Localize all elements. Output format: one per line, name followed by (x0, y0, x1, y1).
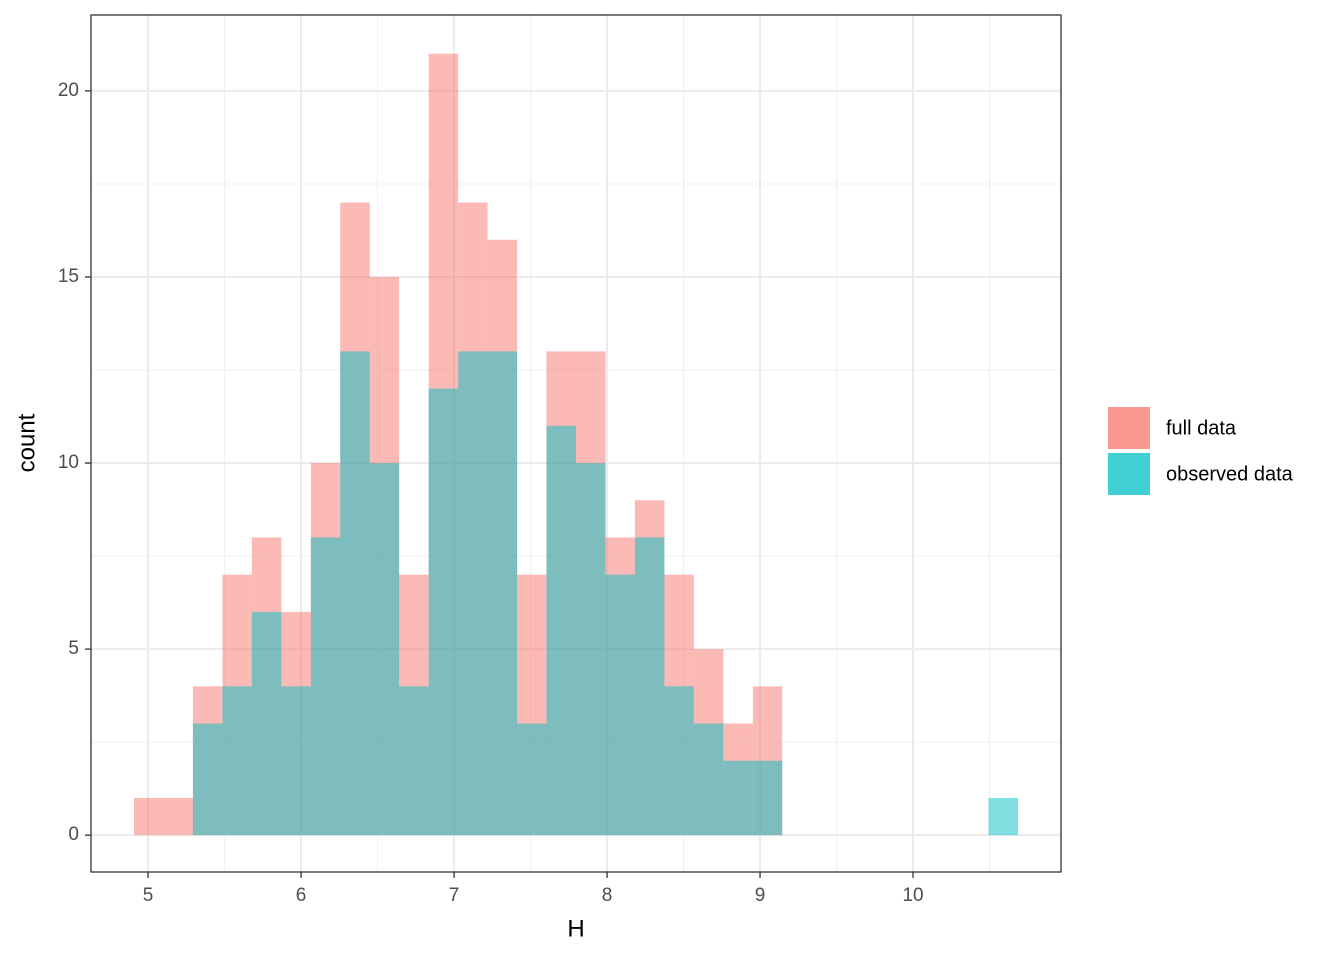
x-tick-label: 9 (755, 885, 766, 906)
legend-key (1108, 407, 1150, 449)
histogram-bar (340, 351, 370, 836)
histogram-bar (310, 537, 341, 836)
histogram-bar (634, 537, 665, 836)
panel-border (90, 14, 1062, 873)
y-tick-label: 10 (58, 452, 79, 473)
histogram-bar (399, 686, 429, 836)
x-tick-label: 10 (902, 885, 923, 906)
histogram-bar (133, 797, 164, 836)
histogram-bar (281, 686, 311, 836)
x-tick-label: 7 (449, 885, 460, 906)
x-tick-label: 5 (143, 885, 154, 906)
histogram-bar (192, 723, 223, 836)
y-axis-title: count (13, 413, 40, 472)
histogram-bar (369, 463, 400, 836)
histogram-bar (251, 611, 282, 836)
y-tick-label: 20 (58, 80, 79, 101)
x-axis-title: H (567, 915, 584, 942)
x-tick-label: 6 (296, 885, 307, 906)
histogram-bar (546, 425, 576, 836)
histogram-bar (458, 351, 488, 836)
histogram-bar (664, 686, 694, 836)
y-tick-label: 5 (68, 638, 79, 659)
histogram-bar (752, 760, 783, 836)
legend-label: observed data (1166, 463, 1294, 485)
histogram-bar (605, 574, 635, 836)
histogram-bar (517, 723, 547, 836)
y-tick-label: 0 (68, 824, 79, 845)
histogram-bar (222, 686, 252, 836)
legend-key (1108, 453, 1150, 495)
legend-label: full data (1166, 417, 1237, 439)
histogram-bar (693, 723, 724, 836)
histogram-bar (723, 760, 753, 836)
histogram-bar (576, 463, 606, 836)
y-tick-label: 15 (58, 266, 79, 287)
x-tick-label: 8 (602, 885, 613, 906)
histogram-bar (988, 797, 1019, 836)
histogram-bar (487, 351, 518, 836)
histogram-bar (163, 797, 193, 836)
histogram-bar (428, 388, 459, 836)
